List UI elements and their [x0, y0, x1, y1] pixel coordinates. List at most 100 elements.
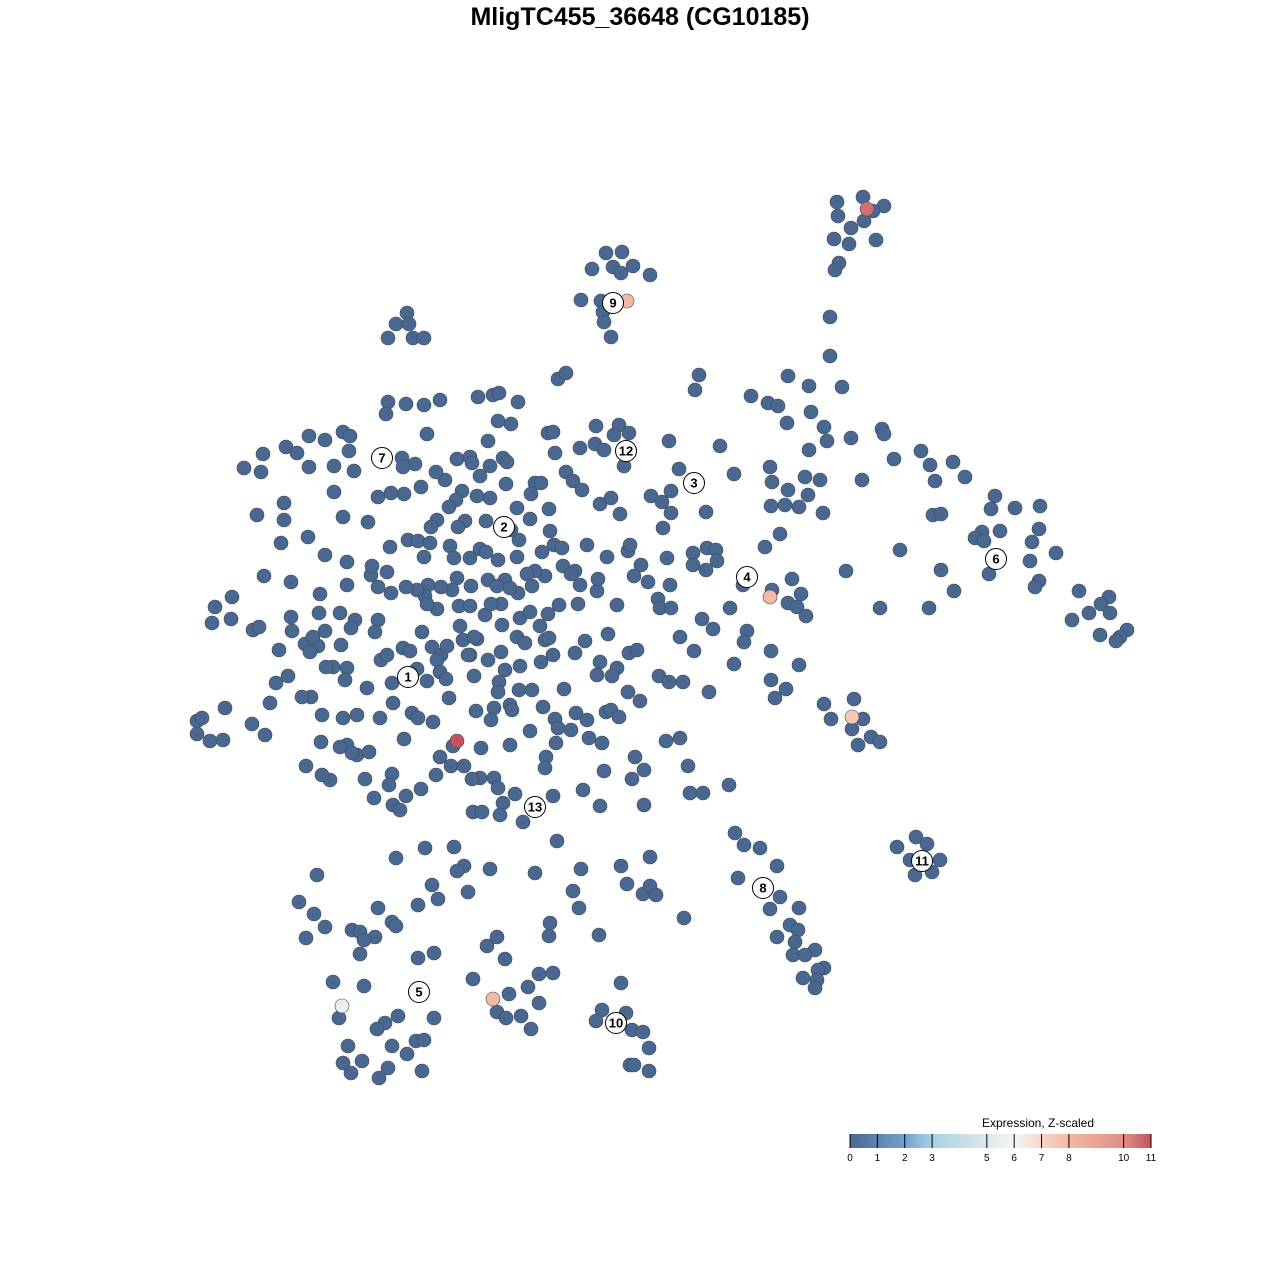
data-point: [712, 438, 728, 454]
data-point: [332, 605, 348, 621]
cluster-label: 11: [915, 854, 929, 869]
data-point: [856, 213, 872, 229]
data-point: [892, 542, 908, 558]
data-point: [763, 498, 779, 514]
colorbar-legend: Expression, Z-scaled 0 1 2 3 5 6 7 8 10 11: [847, 1116, 1156, 1164]
colorbar-gradient: [850, 1134, 1151, 1148]
data-point: [594, 735, 610, 751]
data-point: [502, 580, 518, 596]
data-point: [335, 1055, 351, 1071]
data-point: [449, 863, 465, 879]
data-point: [531, 995, 547, 1011]
data-point: [787, 934, 803, 950]
data-point: [443, 758, 459, 774]
data-point: [767, 690, 783, 706]
data-point: [992, 523, 1008, 539]
data-point: [603, 329, 619, 345]
data-point: [301, 459, 317, 475]
data-point: [581, 730, 597, 746]
data-point: [797, 947, 813, 963]
cluster-label: 7: [378, 451, 385, 466]
data-point: [298, 930, 314, 946]
data-point: [441, 690, 457, 706]
data-point: [460, 884, 476, 900]
data-point: [255, 446, 271, 462]
data-point: [360, 514, 376, 530]
data-point: [621, 425, 637, 441]
data-point: [834, 379, 850, 395]
data-point: [283, 574, 299, 590]
data-point: [480, 433, 496, 449]
data-point: [194, 710, 210, 726]
data-point: [886, 451, 902, 467]
data-point: [663, 483, 679, 499]
data-point: [807, 980, 823, 996]
data-point: [478, 513, 494, 529]
data-point: [244, 716, 260, 732]
data-point: [326, 484, 342, 500]
data-point: [659, 550, 675, 566]
chart-title: MligTC455_36648 (CG10185): [470, 3, 810, 31]
data-point: [498, 1010, 514, 1026]
data-point: [356, 932, 372, 948]
data-point: [780, 368, 796, 384]
data-point: [439, 638, 455, 654]
data-point: [876, 426, 892, 442]
data-point: [573, 292, 589, 308]
data-point: [524, 682, 540, 698]
data-point: [598, 245, 614, 261]
data-point: [509, 500, 525, 516]
data-point: [340, 1038, 356, 1054]
data-point: [770, 398, 786, 414]
data-point: [317, 623, 333, 639]
data-point: [663, 505, 679, 521]
data-point: [642, 267, 658, 283]
data-point: [318, 659, 334, 675]
data-point: [419, 596, 435, 612]
data-point: [933, 506, 949, 522]
data-point: [283, 609, 299, 625]
data-point: [769, 858, 785, 874]
data-point: [829, 194, 845, 210]
data-point: [1022, 553, 1038, 569]
data-point: [1081, 605, 1097, 621]
data-point: [558, 365, 574, 381]
data-point: [841, 236, 857, 252]
data-point: [479, 938, 495, 954]
data-point: [251, 619, 267, 635]
data-point: [545, 788, 561, 804]
data-point: [672, 629, 688, 645]
colorbar-tick-label: 10: [1118, 1153, 1130, 1164]
data-point: [326, 458, 342, 474]
data-point: [572, 577, 588, 593]
data-point: [463, 578, 479, 594]
data-point: [317, 432, 333, 448]
data-point: [504, 702, 520, 718]
data-point: [801, 378, 817, 394]
data-point: [1071, 583, 1087, 599]
data-point: [889, 839, 905, 855]
data-point: [798, 608, 814, 624]
data-point: [533, 654, 549, 670]
cluster-label: 13: [528, 800, 542, 815]
data-point: [592, 654, 608, 670]
data-point: [626, 568, 642, 584]
data-point: [513, 1008, 529, 1024]
data-point: [396, 486, 412, 502]
data-point: [532, 618, 548, 634]
data-point: [417, 840, 433, 856]
data-point: [446, 839, 462, 855]
data-point: [635, 1024, 651, 1040]
cluster-label: 8: [759, 881, 766, 896]
data-point: [398, 396, 414, 412]
data-point: [662, 577, 678, 593]
data-point: [433, 579, 449, 595]
data-point: [945, 454, 961, 470]
data-point: [413, 479, 429, 495]
data-point: [472, 468, 488, 484]
data-point: [763, 672, 779, 688]
cluster-label-badge: [371, 447, 393, 469]
data-point: [388, 316, 404, 332]
data-point: [567, 645, 583, 661]
